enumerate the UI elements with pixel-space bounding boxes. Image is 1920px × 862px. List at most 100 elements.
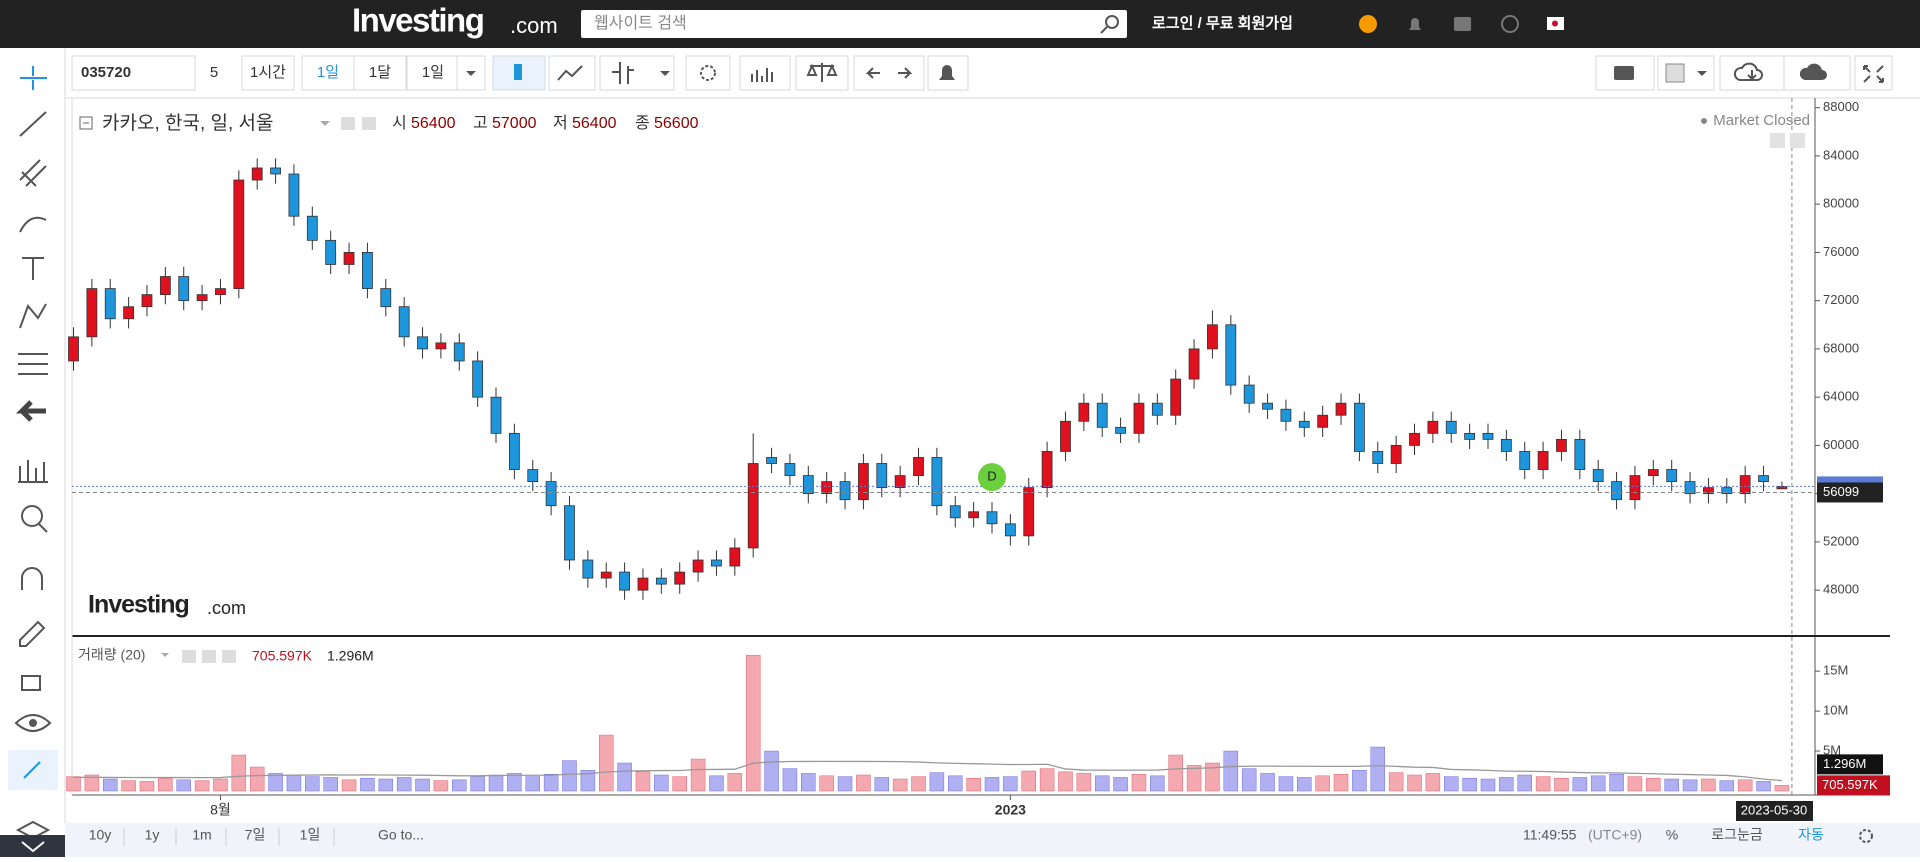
clock-icon[interactable] [1501,15,1519,33]
interval-button[interactable] [241,55,295,91]
legend-remove[interactable] [222,650,236,663]
range-button[interactable]: 7일 [245,827,266,843]
interval-button[interactable] [353,55,407,91]
auto-toggle[interactable]: 자동 [1798,827,1824,843]
market-status: Market Closed [1713,112,1810,129]
y-tick-label: 15M [1823,663,1848,678]
range-button[interactable]: 1y [145,827,160,843]
volume-bar [617,762,632,792]
candle-body [674,571,686,585]
indicators-button[interactable] [739,55,791,91]
login-link[interactable]: 로그인 / 무료 회원가입 [1152,14,1293,32]
candle-body [1151,402,1163,416]
undo-icon [865,67,880,79]
candle-body [1188,348,1200,380]
legend-settings[interactable] [202,650,216,663]
candle-body [1262,402,1273,410]
ohlc-label: 고 [473,115,488,132]
visibility-tool[interactable] [14,714,52,732]
candle-body [1592,469,1604,482]
range-button[interactable]: 10y [89,827,112,843]
undo-redo[interactable] [853,55,925,91]
legend-settings[interactable] [362,117,376,130]
settings-icon[interactable] [1859,829,1873,843]
search-icon[interactable] [1105,15,1119,29]
magnet-tool[interactable] [21,567,43,590]
settings-button[interactable] [685,55,731,91]
dividend-marker[interactable] [978,463,1006,492]
text-tool[interactable] [22,257,44,280]
line-type-button[interactable] [548,55,596,91]
log-toggle[interactable]: 로그눈금 [1711,827,1763,843]
legend-eye[interactable] [182,650,196,663]
collapse-tab[interactable] [0,835,65,857]
back-arrow[interactable] [15,400,46,422]
search-box[interactable] [581,10,1127,38]
measure-tool[interactable] [18,460,48,483]
search-placeholder[interactable]: 웹사이트 검색 [594,14,687,32]
bell-icon[interactable] [1409,18,1421,30]
symbol[interactable]: 035720 [81,64,131,81]
candle-body [453,342,465,362]
interval-label[interactable]: 1시간 [250,64,286,81]
link-tool[interactable] [23,761,41,779]
collapse-box[interactable] [79,116,93,130]
volume-bar [598,734,614,792]
volume-bar [1756,781,1771,792]
interval-label[interactable]: 5 [210,64,218,81]
portfolio-icon[interactable] [1454,17,1471,31]
interval-label[interactable]: 1일 [422,64,444,81]
volume-bar [470,776,485,792]
pattern-tool[interactable] [19,303,47,329]
caret [320,121,330,126]
interval-button[interactable] [301,55,355,91]
volume-bar [874,777,890,792]
candle-body [1445,420,1457,434]
lock-draw-tool[interactable] [19,620,46,647]
fullscreen-button[interactable] [1854,55,1893,91]
scroll-button[interactable] [1790,133,1805,148]
pitchfork-tool[interactable] [19,159,47,187]
volume-bar [213,778,228,792]
interval-label[interactable]: 1달 [369,64,391,81]
goto[interactable]: Go to... [378,827,424,843]
percent-toggle[interactable]: % [1666,827,1678,843]
volume-box-label: 705.597K [1822,777,1878,792]
legend-eye[interactable] [341,117,355,130]
volume-bar [452,779,467,792]
candle-body [949,505,961,519]
pro-icon[interactable] [1359,15,1377,33]
candle-body [1647,469,1659,476]
range-button[interactable]: 1m [192,827,211,843]
volume-bar [249,766,265,792]
logo-suffix[interactable]: .com [510,13,558,38]
volume-title: 거래량 (20) [78,647,145,663]
candle-body [1556,438,1567,452]
candle-body [545,481,557,507]
candle-body [1758,475,1769,482]
candle-body [1243,384,1255,404]
volume-bar [305,776,320,792]
range-button[interactable]: 1일 [300,827,321,843]
candle-body [435,342,447,350]
y-tick-label: 80000 [1823,196,1859,211]
trendline-tool[interactable] [19,111,47,137]
volume-bar [764,750,779,792]
zoom-tool[interactable] [21,505,43,527]
scroll-button[interactable] [1770,133,1785,148]
lock-tool[interactable] [21,675,41,691]
logo[interactable]: Investing [352,2,485,39]
volume-bar [1499,777,1514,792]
symbol-box[interactable] [71,55,196,91]
crosshair-tool[interactable] [20,66,47,90]
volume-bar [837,776,853,792]
candle-body [233,179,245,289]
crosshair-price-box [1817,482,1883,503]
fib-tool[interactable] [18,353,48,375]
ohlc-label: 종 [635,115,650,132]
brush-tool[interactable] [19,216,47,233]
interval-label[interactable]: 1일 [317,64,339,81]
candle-type-button[interactable] [492,55,546,91]
volume-bar [727,773,743,792]
volume-bar [654,774,669,792]
